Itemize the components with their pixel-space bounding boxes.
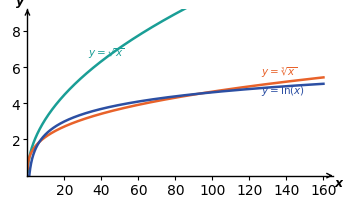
Text: $y = \sqrt{x}$: $y = \sqrt{x}$ xyxy=(88,46,125,61)
Text: x: x xyxy=(334,177,343,189)
Text: $y = \ln(x)$: $y = \ln(x)$ xyxy=(261,84,305,98)
Text: $y = \sqrt[3]{x}$: $y = \sqrt[3]{x}$ xyxy=(261,65,297,80)
Text: y: y xyxy=(16,0,24,8)
